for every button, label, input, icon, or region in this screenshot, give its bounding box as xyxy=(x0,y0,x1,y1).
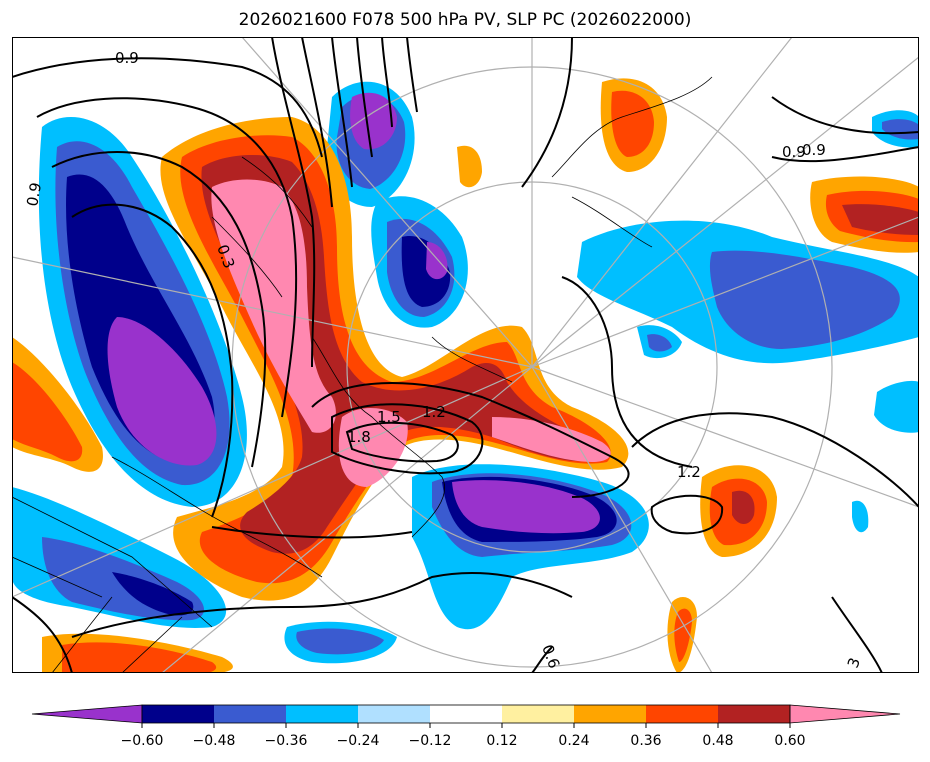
colorbar-swatch xyxy=(214,705,286,723)
pv-slp-map: 0.9 0.9 0.9 0.3 1.2 1.5 1.8 1.2 0.9 0.6 … xyxy=(12,37,919,673)
negative-anomaly-east xyxy=(577,110,919,533)
colorbar-swatch xyxy=(286,705,358,723)
contour-label: 1.5 xyxy=(377,408,401,426)
colorbar-ticks: −0.60 −0.48 −0.36 −0.24 −0.12 0.12 0.24 0.36 0.4… xyxy=(121,723,806,749)
colorbar-tick-label: 0.12 xyxy=(486,733,517,749)
colorbar-swatch xyxy=(502,705,574,723)
coastlines xyxy=(12,76,713,673)
contour-label: 0.9 xyxy=(23,181,45,208)
colorbar-tick-label: −0.48 xyxy=(193,733,236,749)
contour-label: 0.9 xyxy=(802,141,826,159)
colorbar: −0.60 −0.48 −0.36 −0.24 −0.12 0.12 0.24 0.36 0.4… xyxy=(31,704,901,749)
colorbar-tick-label: −0.36 xyxy=(265,733,308,749)
contour-label: 1.8 xyxy=(347,428,371,446)
positive-anomaly-east xyxy=(457,78,919,673)
colorbar-tick-label: −0.60 xyxy=(121,733,164,749)
colorbar-extend-high xyxy=(789,704,901,724)
colorbar-tick-label: −0.24 xyxy=(337,733,380,749)
contour-labels: 0.9 0.9 0.9 0.3 1.2 1.5 1.8 1.2 0.9 0.6 … xyxy=(23,49,864,671)
negative-anomaly-north xyxy=(326,81,468,328)
colorbar-tick-label: 0.48 xyxy=(702,733,733,749)
positive-anomaly-southwest xyxy=(12,337,233,673)
colorbar-tick-label: −0.12 xyxy=(409,733,452,749)
contour-label: 1.2 xyxy=(422,403,446,421)
map-title: 2026021600 F078 500 hPa PV, SLP PC (2026… xyxy=(238,10,692,30)
colorbar-frame xyxy=(141,704,791,724)
colorbar-swatch xyxy=(574,705,646,723)
map-frame xyxy=(12,37,919,673)
contour-label: 1.2 xyxy=(677,463,701,481)
negative-anomaly-west xyxy=(38,117,247,507)
colorbar-tick-label: 0.60 xyxy=(774,733,805,749)
colorbar-swatch xyxy=(646,705,718,723)
contour-label: 0.9 xyxy=(115,49,139,67)
graticule xyxy=(12,37,919,673)
slp-contours xyxy=(12,37,919,673)
colorbar-swatch xyxy=(430,705,502,723)
colorbar-tick-label: 0.36 xyxy=(630,733,661,749)
negative-anomaly-atlantic xyxy=(412,464,649,630)
colorbar-tick-label: 0.24 xyxy=(558,733,589,749)
colorbar-extend-low xyxy=(31,704,143,724)
colorbar-swatch xyxy=(358,705,430,723)
colorbar-swatches xyxy=(31,704,901,724)
colorbar-swatch xyxy=(718,705,790,723)
colorbar-swatch xyxy=(142,705,214,723)
contour-label: 0.9 xyxy=(782,143,806,161)
